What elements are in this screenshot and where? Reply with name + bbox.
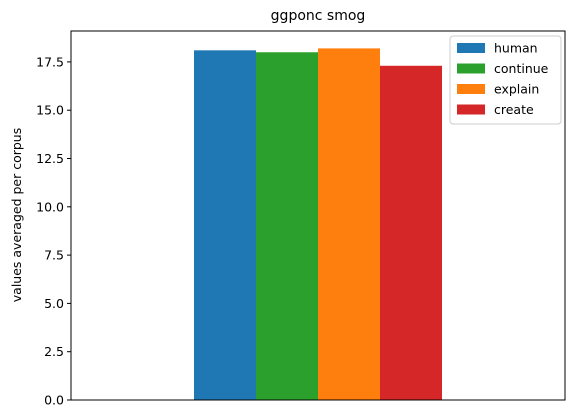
legend-swatch-explain <box>457 84 485 94</box>
chart-title: ggponc smog <box>271 8 366 24</box>
y-tick-label: 7.5 <box>44 248 64 263</box>
bar-create <box>380 65 442 400</box>
y-tick-label: 0.0 <box>44 393 64 408</box>
bar-human <box>194 50 256 401</box>
y-tick-label: 5.0 <box>44 296 64 311</box>
legend-label-create: create <box>494 102 534 117</box>
y-tick-label: 10.0 <box>36 199 64 214</box>
plot-frame <box>70 30 566 401</box>
legend-swatch-create <box>457 104 485 115</box>
bars-group <box>194 48 442 401</box>
y-tick-label: 2.5 <box>44 344 64 359</box>
legend-swatch-human <box>457 43 485 53</box>
y-tick-label: 15.0 <box>36 103 64 118</box>
y-axis: 0.0 2.5 5.0 7.5 10.0 12.5 15.0 17.5 <box>36 54 71 408</box>
legend-label-continue: continue <box>494 61 549 76</box>
y-tick-label: 17.5 <box>36 54 64 69</box>
bar-explain <box>318 48 380 400</box>
legend: human continue explain create <box>449 35 562 125</box>
legend-label-human: human <box>494 41 538 56</box>
y-axis-title: values averaged per corpus <box>9 128 24 302</box>
legend-label-explain: explain <box>494 82 539 97</box>
bar-continue <box>256 52 318 400</box>
legend-swatch-continue <box>457 63 485 74</box>
y-tick-label: 12.5 <box>36 151 64 166</box>
legend-box <box>449 35 562 125</box>
